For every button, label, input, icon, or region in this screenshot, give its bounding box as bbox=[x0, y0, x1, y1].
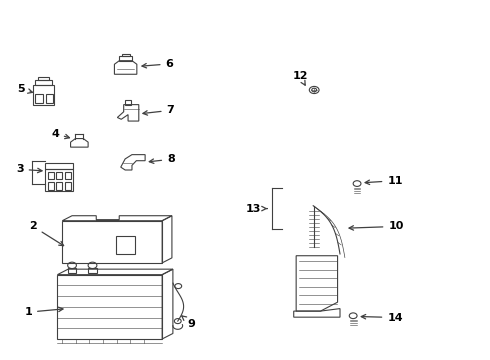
Text: 1: 1 bbox=[24, 307, 63, 317]
Bar bbox=[125, 100, 131, 105]
Bar bbox=[35, 94, 43, 103]
Bar bbox=[48, 182, 53, 190]
Bar bbox=[65, 182, 71, 190]
Text: 9: 9 bbox=[182, 316, 196, 329]
Text: 2: 2 bbox=[29, 221, 64, 246]
Bar bbox=[119, 57, 132, 61]
Bar bbox=[35, 80, 52, 85]
Bar bbox=[68, 267, 76, 273]
Bar bbox=[62, 221, 162, 263]
Bar bbox=[65, 172, 71, 179]
Bar bbox=[57, 275, 162, 339]
Bar bbox=[88, 267, 97, 273]
Text: 3: 3 bbox=[16, 164, 42, 174]
Bar bbox=[38, 77, 49, 80]
Text: 5: 5 bbox=[17, 84, 32, 94]
Bar bbox=[48, 172, 53, 179]
Bar bbox=[33, 85, 54, 105]
Text: 13: 13 bbox=[246, 203, 267, 213]
Bar bbox=[46, 94, 53, 103]
Text: 4: 4 bbox=[51, 129, 70, 139]
Text: 6: 6 bbox=[142, 59, 173, 69]
Text: 12: 12 bbox=[293, 71, 308, 85]
Bar bbox=[116, 236, 135, 253]
Bar bbox=[122, 54, 129, 57]
Bar bbox=[56, 182, 62, 190]
Text: 10: 10 bbox=[349, 221, 404, 231]
Text: 8: 8 bbox=[149, 154, 175, 164]
Bar bbox=[45, 163, 74, 169]
Text: 7: 7 bbox=[143, 105, 174, 115]
Text: 14: 14 bbox=[361, 312, 403, 323]
Text: 11: 11 bbox=[365, 176, 403, 186]
Bar bbox=[56, 172, 62, 179]
Bar bbox=[45, 169, 74, 192]
